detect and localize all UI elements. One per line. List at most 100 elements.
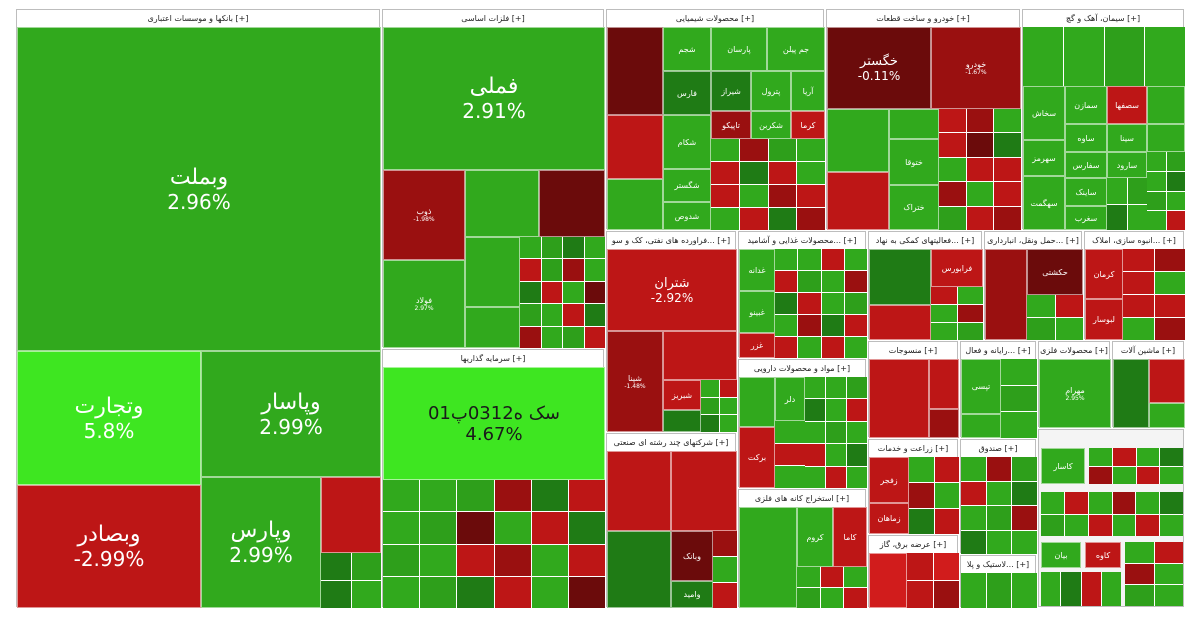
tile-multi-a[interactable] [607,451,671,531]
sector-header[interactable]: محصولات شیمیایی [+] [607,10,823,28]
tile-mini[interactable] [994,133,1021,157]
tile-mini[interactable] [797,567,820,587]
tile-mini[interactable] [847,421,867,444]
tile-mini[interactable] [820,567,844,587]
tile-mini[interactable] [584,326,605,348]
sector-header[interactable]: حمل ونقل، انبارداری... [+] [985,232,1081,250]
tile-metals-a[interactable] [465,170,539,237]
tile-mini[interactable] [909,483,934,508]
tile-mini[interactable] [907,581,933,608]
tile-mini[interactable] [420,512,457,544]
tile-mini[interactable] [584,304,605,326]
tile-mini[interactable] [1166,191,1185,211]
tile-metals-d[interactable] [465,307,520,348]
tile-mini[interactable] [711,185,739,207]
tile-mini[interactable] [844,249,867,270]
tile-mini[interactable] [939,157,966,182]
tile-mini[interactable] [713,531,737,556]
tile-mini[interactable] [1154,563,1183,585]
tile-sesofaha[interactable]: سصفها [1107,86,1147,124]
tile-mini[interactable] [934,483,959,508]
tile-mini[interactable] [1023,27,1063,86]
tile-mini[interactable] [775,443,805,466]
tile-mini[interactable] [805,466,825,488]
tile-mini[interactable] [775,249,798,270]
tile-mini[interactable] [961,530,986,554]
tile-mini[interactable] [957,287,983,304]
tile-mini[interactable] [1136,448,1160,466]
tile-mini[interactable] [821,293,844,314]
tile-mini[interactable] [909,457,934,482]
tile-mini[interactable] [383,480,420,512]
tile-mini[interactable] [531,544,568,576]
tile-mini[interactable] [821,249,844,270]
tile-mini[interactable] [798,315,821,336]
tile-mini[interactable] [568,576,605,608]
tile-barkat[interactable]: برکت [739,427,775,488]
tile-mini[interactable] [494,512,531,544]
sector-aux[interactable]: فعالیتهای کمکی به نهاد... [+] فرابورس [868,231,983,340]
tile-mini[interactable] [1123,272,1154,294]
tile-vbmellat[interactable]: وبملت 2.96% [17,27,381,351]
sector-header[interactable]: عرضه برق، گاز [+] [869,536,957,554]
tile-mini[interactable] [1001,385,1037,412]
tile-mini[interactable] [1027,318,1055,340]
tile-metals-b[interactable] [539,170,605,237]
tile-kerom[interactable]: کروم [797,507,833,567]
tile-mini[interactable] [775,293,798,314]
tile-mini[interactable] [798,337,821,358]
tile-tapico[interactable]: تاپیکو [711,111,751,139]
tile-mini[interactable] [1147,152,1166,171]
tile-mini[interactable] [798,249,821,270]
sector-computer[interactable]: رایانه و فعال... [+] تپسی [960,341,1037,438]
tile-mini[interactable] [994,109,1021,133]
sector-header[interactable]: شرکتهای چند رشته ای صنعتی [+] [607,434,735,452]
tile-mini[interactable] [1123,295,1154,317]
tile-mini[interactable] [420,544,457,576]
tile-mini[interactable] [383,544,420,576]
tile-mini[interactable] [351,553,381,580]
tile-mini[interactable] [961,457,986,481]
tile-semazan[interactable]: سمازن [1065,86,1107,124]
tile-mini[interactable] [1154,249,1185,271]
tile-mini[interactable] [351,581,381,608]
tile-mini[interactable] [844,293,867,314]
tile-mini[interactable] [826,399,846,421]
tile-textile-c[interactable] [929,409,959,438]
sector-plastic[interactable]: لاستیک و پلا... [+] [960,555,1037,608]
tile-mini[interactable] [1064,514,1088,536]
tile-machinery-b[interactable] [1149,359,1185,403]
tile-mini[interactable] [1001,412,1037,438]
tile-power-a[interactable] [869,553,907,608]
sector-fund[interactable]: صندوق [+] [960,439,1037,554]
tile-mini[interactable] [739,185,768,207]
tile-skh[interactable]: سک ه0312پ01 4.67% [383,367,605,480]
tile-mini[interactable] [847,399,867,421]
tile-shepna[interactable]: شپنا -1.48% [607,331,663,432]
sector-header[interactable]: فراورده های نفتی، کک و سو... [+] [607,232,735,250]
tile-mini[interactable] [933,553,959,580]
tile-mini[interactable] [775,466,805,488]
tile-mini[interactable] [520,304,541,326]
tile-kasalim[interactable]: کاوه [1085,542,1121,568]
tile-sakhash[interactable]: سخاش [1023,86,1065,140]
tile-fameli[interactable]: فملی 2.91% [383,27,605,170]
tile-mini[interactable] [805,399,825,421]
tile-mini[interactable] [531,512,568,544]
sector-invest[interactable]: سرمایه گذاریها [+] سک ه0312پ01 4.67% [382,349,605,608]
tile-mini[interactable] [1166,171,1185,191]
tile-mini[interactable] [1147,171,1166,191]
tile-mini[interactable] [541,304,562,326]
sector-auto[interactable]: خودرو و ساخت قطعات [+] خگستر -0.11% خودر… [826,9,1021,230]
tile-mini[interactable] [739,139,768,161]
tile-mini[interactable] [1145,27,1185,86]
sector-agri[interactable]: زراعت و خدمات [+] زفجر زماهان [868,439,959,534]
tile-mini[interactable] [1154,295,1185,317]
tile-mini[interactable] [1166,211,1185,230]
tile-vpasar[interactable]: وپاسار 2.99% [201,351,381,477]
tile-kama[interactable]: کاما [833,507,867,567]
tile-mini[interactable] [939,206,966,230]
tile-mini[interactable] [939,109,966,133]
tile-mini[interactable] [939,182,966,206]
tile-mini[interactable] [1125,585,1154,606]
